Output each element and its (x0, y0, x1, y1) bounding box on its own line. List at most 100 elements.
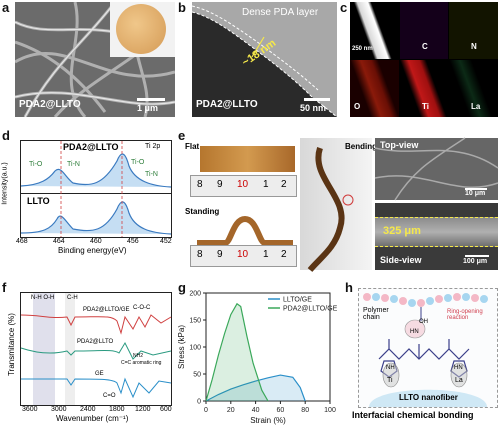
panel-g-label: g (178, 280, 186, 295)
y-axis-label: Stress (kPa) (177, 325, 186, 369)
hn-label: HN (410, 329, 419, 335)
ftir-frame: N-H O-H C-H C-O-C PDA2@LLTO/GE PDA2@LLTO… (20, 292, 172, 406)
hn-label-2: HN (454, 365, 463, 371)
side-thickness-label: 325 μm (383, 225, 421, 237)
panel-e-label: e (178, 128, 186, 143)
top-view-image: Top-view 10 μm (374, 137, 499, 201)
x-tick-label: 100 (324, 407, 336, 414)
xps-xlabel: Binding energy(eV) (58, 246, 127, 255)
ftir-xtick-0: 3600 (22, 406, 38, 413)
xps-curves (20, 141, 172, 237)
eds-tile-la: La (449, 60, 498, 117)
series-area-1 (206, 303, 268, 401)
top-view-label: Top-view (380, 140, 419, 150)
ruler-bottom-9: 9 (217, 249, 223, 260)
carbon-map-label: C (422, 42, 428, 51)
legend-entry: LLTO/GE (283, 297, 312, 304)
scale-label-top: 10 μm (465, 190, 486, 197)
bonding-schematic: Polymer chain Ring-opening reaction OH H… (358, 288, 498, 408)
ruler-bottom-10: 10 (237, 249, 249, 260)
ftir-xtick-1: 3000 (51, 406, 67, 413)
cross-section-layer (375, 217, 498, 247)
nitrogen-map-label: N (471, 42, 477, 51)
xps-xtick-0: 468 (16, 238, 28, 245)
bending-membrane (307, 147, 354, 272)
region-label-nh-oh: N-H O-H (31, 295, 55, 301)
xps-xtick-1: 464 (53, 238, 65, 245)
eds-tile-n: N (449, 2, 498, 59)
ruler-bottom: 8 9 10 1 2 (190, 245, 297, 267)
series-label-composite: PDA2@LLTO/GE (83, 307, 130, 313)
scale-label-side: 100 μm (463, 258, 488, 265)
xps-frame: PDA2@LLTO Ti 2p Ti-O Ti-N Ti-O Ti-N LLTO (20, 140, 172, 238)
eds-tile-ti: Ti (400, 60, 448, 117)
x-tick-label: 40 (252, 407, 260, 414)
scale-bar-side (465, 255, 489, 257)
series-label-ge: GE (95, 371, 104, 377)
xps-ylabel: Intensity(a.u.) (1, 162, 9, 205)
peak-label-tin-1: Ti-N (67, 161, 80, 168)
titanium-map-label: Ti (422, 102, 429, 111)
ftir-note-nh2: NH2 (133, 353, 144, 359)
dense-layer-annotation: Dense PDA layer (242, 7, 319, 18)
membrane-disc-icon (116, 4, 166, 54)
peak-label-tio-2: Ti-O (131, 159, 145, 166)
xps-xtick-2: 460 (90, 238, 102, 245)
xps-xtick-3: 456 (127, 238, 139, 245)
y-tick-label: 200 (189, 291, 201, 298)
ftir-xtick-4: 1200 (135, 406, 151, 413)
inset-membrane-photo (110, 2, 175, 57)
x-tick-label: 80 (301, 407, 309, 414)
y-tick-label: 150 (189, 318, 201, 325)
thickness-guide (375, 217, 498, 247)
bending-photo (300, 138, 372, 272)
series-area-0 (206, 375, 306, 401)
xps-xtick-4: 452 (160, 238, 172, 245)
panel-b-label: b (178, 0, 186, 15)
scale-label-a: 1 μm (137, 103, 159, 113)
y-tick-label: 100 (189, 345, 201, 352)
ruler-bottom-2: 2 (281, 249, 287, 260)
panel-a-label: a (2, 0, 10, 15)
oxygen-map-label: O (354, 102, 361, 111)
panel-f-label: f (2, 280, 7, 295)
top-view-texture (374, 137, 499, 201)
sample-caption-b: PDA2@LLTO (196, 99, 258, 110)
flat-label: Flat (185, 142, 200, 151)
flat-membrane-photo (200, 146, 295, 172)
ruler-top: 8 9 10 1 2 (190, 175, 297, 197)
nh-label: NH (386, 365, 395, 371)
polymer-chain-beads (363, 293, 488, 307)
series-line-1 (205, 302, 269, 402)
ti-label: Ti (387, 377, 393, 384)
peak-label-tio-1: Ti-O (29, 161, 43, 168)
y-tick-label: 0 (197, 399, 201, 406)
oh-label: OH (419, 319, 428, 325)
xps-divider (21, 193, 171, 194)
x-tick-label: 20 (227, 407, 235, 414)
schematic-caption: Interfacial chemical bonding (352, 410, 474, 420)
ftir-xtick-2: 2400 (80, 406, 96, 413)
scale-label-b: 50 nm (300, 103, 327, 113)
ftir-curves (20, 314, 172, 399)
ruler-top-9: 9 (217, 179, 223, 190)
x-tick-label: 0 (204, 407, 208, 414)
polymer-chain-label: Polymer chain (363, 307, 389, 321)
ruler-top-2: 2 (281, 179, 287, 190)
eds-scale-label: 250 nm (352, 46, 373, 52)
series-label-pda-llto: PDA2@LLTO (77, 339, 114, 345)
panel-c-label: c (340, 0, 348, 15)
series-line-0 (205, 374, 306, 402)
legend-entry: PDA2@LLTO/GE (283, 306, 338, 313)
ftir-note-aromatic: C=C aromatic ring (121, 360, 162, 366)
ftir-xtick-3: 1800 (109, 406, 125, 413)
side-view-image: 325 μm Side-view 100 μm (375, 203, 498, 270)
region-label-co: C=O (103, 393, 116, 399)
y-tick-label: 50 (193, 372, 201, 379)
ftir-xtick-5: 600 (160, 406, 172, 413)
tem-image-b: Dense PDA layer ~18 nm PDA2@LLTO 50 nm (192, 2, 337, 117)
eds-tile-sem (350, 2, 399, 59)
eds-map-grid: 250 nm C N O Ti La (350, 2, 498, 117)
tem-shape (192, 2, 337, 117)
standing-label: Standing (185, 207, 220, 216)
